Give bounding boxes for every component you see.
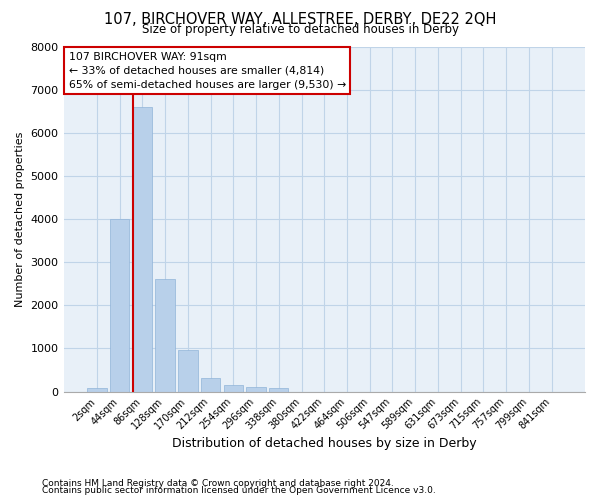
X-axis label: Distribution of detached houses by size in Derby: Distribution of detached houses by size … [172,437,476,450]
Bar [155,278,175,392]
Bar [269,388,289,392]
Text: Contains public sector information licensed under the Open Government Licence v3: Contains public sector information licen… [42,486,436,495]
Bar [87,388,107,392]
Text: Contains HM Land Registry data © Crown copyright and database right 2024.: Contains HM Land Registry data © Crown c… [42,478,394,488]
Bar [178,350,197,392]
Y-axis label: Number of detached properties: Number of detached properties [15,132,25,306]
Text: Size of property relative to detached houses in Derby: Size of property relative to detached ho… [142,22,458,36]
Bar [201,378,220,392]
Text: 107, BIRCHOVER WAY, ALLESTREE, DERBY, DE22 2QH: 107, BIRCHOVER WAY, ALLESTREE, DERBY, DE… [104,12,496,28]
Text: 107 BIRCHOVER WAY: 91sqm
← 33% of detached houses are smaller (4,814)
65% of sem: 107 BIRCHOVER WAY: 91sqm ← 33% of detach… [69,52,346,90]
Bar [110,219,130,392]
Bar [224,386,243,392]
Bar [247,387,266,392]
Bar [133,107,152,392]
